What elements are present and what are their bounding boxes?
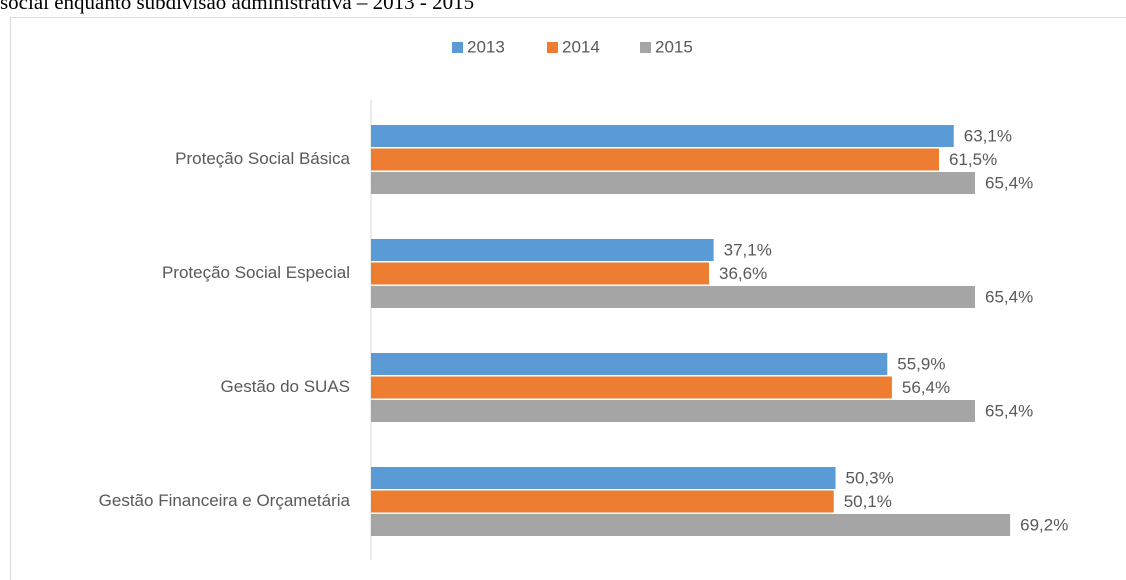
legend-label: 2015 xyxy=(655,37,693,56)
category-label: Gestão do SUAS xyxy=(221,377,350,396)
bar xyxy=(371,125,954,147)
chart-title: social enquanto subdivisão administrativ… xyxy=(0,0,474,14)
bar xyxy=(371,148,939,171)
bar xyxy=(371,239,714,261)
bar xyxy=(371,262,710,285)
value-label: 69,2% xyxy=(1020,515,1068,534)
bar xyxy=(371,400,976,422)
category-label: Proteção Social Básica xyxy=(175,149,350,168)
bar xyxy=(371,353,888,375)
bar xyxy=(371,514,1011,536)
value-label: 63,1% xyxy=(964,126,1012,145)
legend-label: 2014 xyxy=(562,37,600,56)
value-label: 65,4% xyxy=(985,173,1033,192)
legend-swatch xyxy=(640,42,651,53)
category-label: Proteção Social Especial xyxy=(162,263,350,282)
bar xyxy=(371,376,892,399)
value-label: 50,1% xyxy=(844,492,892,511)
bar xyxy=(371,467,836,489)
bar xyxy=(371,172,976,194)
legend-label: 2013 xyxy=(467,37,505,56)
value-label: 55,9% xyxy=(897,354,945,373)
value-label: 36,6% xyxy=(719,264,767,283)
value-label: 61,5% xyxy=(949,150,997,169)
bar xyxy=(371,490,834,513)
value-label: 65,4% xyxy=(985,287,1033,306)
legend-swatch xyxy=(452,42,463,53)
bar xyxy=(371,286,976,308)
category-label: Gestão Financeira e Orçametária xyxy=(99,491,351,510)
value-label: 37,1% xyxy=(724,240,772,259)
legend-swatch xyxy=(547,42,558,53)
value-label: 56,4% xyxy=(902,378,950,397)
value-label: 50,3% xyxy=(846,468,894,487)
value-label: 65,4% xyxy=(985,401,1033,420)
